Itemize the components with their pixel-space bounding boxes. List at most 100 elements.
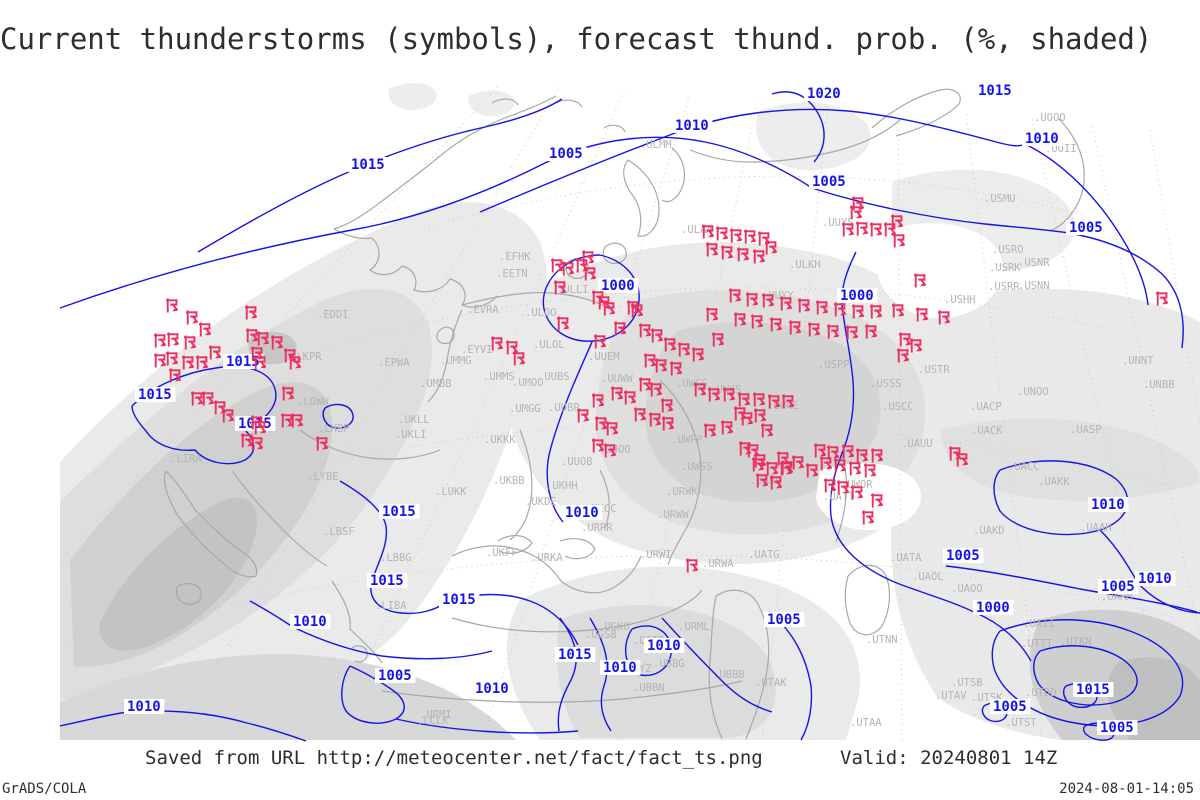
station-label: .UWSS xyxy=(681,461,713,473)
isobar-label: 1010 xyxy=(1025,131,1059,147)
thunderstorm-symbol xyxy=(167,332,180,347)
station-label: .UACC xyxy=(1008,461,1040,473)
isobar-label: 1010 xyxy=(293,614,327,630)
prob-shading-region xyxy=(388,83,437,110)
station-label: .UMBB xyxy=(420,378,452,390)
thunderstorm-symbol xyxy=(856,221,869,236)
coastline xyxy=(603,124,626,133)
station-label: .UNBB xyxy=(1143,379,1175,391)
graticule-layer xyxy=(59,85,1200,741)
coastline xyxy=(491,98,519,106)
station-label: .UTDD xyxy=(1025,687,1057,699)
thunderstorm-symbol xyxy=(154,333,167,348)
station-label: .UATT xyxy=(823,491,855,503)
thunderstorm-symbol xyxy=(850,205,863,220)
station-label: .UAAH xyxy=(1080,522,1112,534)
thunderstorm-symbol xyxy=(744,229,757,244)
prob-shading-region xyxy=(756,102,871,171)
station-label: .LCLK xyxy=(417,715,449,727)
thunderstorm-symbol xyxy=(1156,291,1169,306)
thunderstorm-symbol xyxy=(166,298,179,313)
isobar-label-mask xyxy=(837,288,878,303)
coastline xyxy=(871,88,961,137)
isobar-contour xyxy=(395,718,579,734)
station-label: .UASP xyxy=(1070,424,1102,436)
station-label: .UTST xyxy=(1005,717,1037,729)
station-label: .USTR xyxy=(918,364,950,376)
coastline xyxy=(381,680,743,703)
coastline-layer xyxy=(163,88,1085,740)
isobar-label: 1005 xyxy=(1101,579,1135,595)
thunderstorm-symbol xyxy=(582,250,595,265)
station-label: .UATG xyxy=(748,549,780,561)
station-label: .UMGG xyxy=(509,403,541,415)
thunderstorm-symbol xyxy=(186,310,199,325)
coastline xyxy=(299,429,441,460)
isobar-label: 1010 xyxy=(127,699,161,715)
coastline xyxy=(497,535,533,554)
station-label: .USNR xyxy=(1018,257,1050,269)
station-label: .UMOO xyxy=(512,377,544,389)
isobar-contour xyxy=(339,480,579,646)
isobar-label: 1015 xyxy=(370,573,404,589)
isobar-label: 1000 xyxy=(976,600,1010,616)
station-label: .URML xyxy=(678,621,710,633)
isobar-label: 1010 xyxy=(647,638,681,654)
coastline xyxy=(559,538,596,560)
isobar-label-mask xyxy=(1066,220,1107,235)
station-label: .UOOO xyxy=(1034,112,1066,124)
thunderstorm-symbol xyxy=(730,228,743,243)
isobar-label: 1010 xyxy=(565,505,599,521)
graticule-line xyxy=(291,287,1121,359)
isobar-label-mask xyxy=(379,504,420,519)
coastline xyxy=(333,228,498,308)
isobar-label: 1015 xyxy=(351,157,385,173)
station-label: .UTAV xyxy=(935,690,967,702)
station-label: .UUBS xyxy=(538,371,570,383)
prob-shading-region xyxy=(816,463,921,531)
station-label: .UMMG xyxy=(440,355,472,367)
station-label: .URKA xyxy=(531,552,563,564)
isobar-label-mask xyxy=(1135,571,1176,586)
grads-credit-text: GrADS/COLA xyxy=(2,781,87,797)
station-label: .USCC xyxy=(882,401,914,413)
station-label: .USRR xyxy=(988,281,1020,293)
thunderstorm-symbol xyxy=(551,258,564,273)
station-label: .UTNN xyxy=(866,634,898,646)
isobar-label-mask xyxy=(367,573,408,588)
isobar-label: 1005 xyxy=(549,146,583,162)
prob-shading-region xyxy=(1107,657,1200,740)
station-label: .UUBP xyxy=(548,402,580,414)
station-label: .ULKH xyxy=(789,259,821,271)
isobar-contour xyxy=(945,565,1198,613)
isobar-contour xyxy=(197,98,563,253)
isobar-label-mask xyxy=(1073,682,1114,697)
station-label: .USSS xyxy=(870,378,902,390)
isobar-label: 1010 xyxy=(1091,497,1125,513)
isobar-label-mask xyxy=(764,612,805,627)
station-label: .UNOO xyxy=(1017,386,1049,398)
thunderstorm-symbol xyxy=(842,222,855,237)
isobar-label-mask xyxy=(804,86,845,101)
coastline xyxy=(231,470,328,567)
station-label: .UBBB xyxy=(713,669,745,681)
isobar-label: 1005 xyxy=(1100,720,1134,736)
prob-shading-region xyxy=(468,90,515,117)
isobar-label: 1015 xyxy=(558,647,592,663)
isobar-contour xyxy=(249,600,493,660)
isobar-contour xyxy=(991,619,1184,727)
coastline xyxy=(708,595,723,740)
station-label: .UKHH xyxy=(546,480,578,492)
valid-time-text: Valid: 20240801 14Z xyxy=(840,747,1058,769)
station-label: .UAOO xyxy=(951,583,983,595)
station-label: .UATA xyxy=(890,552,922,564)
coastline xyxy=(844,564,891,636)
station-label: .URMI xyxy=(420,709,452,721)
isobar-label: 1005 xyxy=(812,174,846,190)
isobar-contour xyxy=(589,617,612,732)
station-label: .USPP xyxy=(818,359,850,371)
isobar-contour xyxy=(479,108,1026,213)
station-label: .UWOR xyxy=(841,479,873,491)
